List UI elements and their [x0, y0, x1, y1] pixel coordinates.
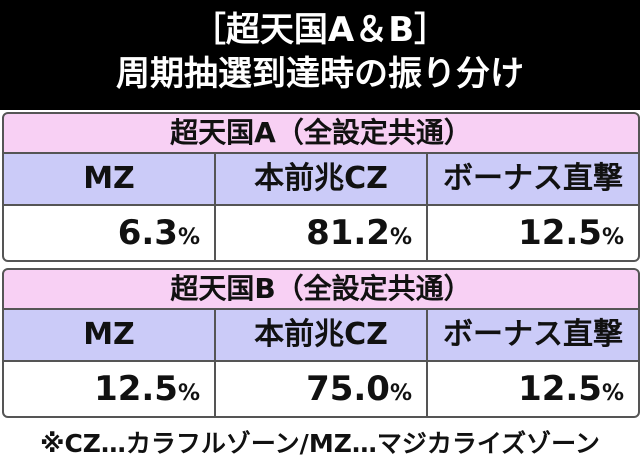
value: 12.5 [518, 369, 602, 409]
value: 81.2 [306, 213, 390, 253]
value-cell: 12.5% [4, 362, 214, 416]
value-row: 12.5% 75.0% 12.5% [4, 362, 638, 416]
column-header: ボーナス直撃 [428, 154, 638, 204]
table-title: 超天国B（全設定共通） [4, 270, 638, 308]
unit: % [389, 225, 412, 250]
value-cell: 12.5% [428, 206, 638, 260]
title: ［超天国A＆B］ [191, 10, 449, 50]
column-header: MZ [4, 154, 214, 204]
value-cell: 75.0% [216, 362, 426, 416]
value: 12.5 [94, 369, 178, 409]
unit: % [601, 225, 624, 250]
table: 超天国A（全設定共通） MZ 本前兆CZ ボーナス直撃 6.3% 81.2% 12.5% [2, 112, 640, 262]
value: 75.0 [306, 369, 390, 409]
value: 12.5 [518, 213, 602, 253]
value-row: 6.3% 81.2% 12.5% [4, 206, 638, 260]
table: 超天国B（全設定共通） MZ 本前兆CZ ボーナス直撃 12.5% 75.0% 12.5% [2, 268, 640, 418]
header: ［超天国A＆B］ 周期抽選到達時の振り分け [0, 0, 640, 110]
table-title: 超天国A（全設定共通） [4, 114, 638, 152]
unit: % [389, 381, 412, 406]
subtitle: 周期抽選到達時の振り分け [116, 54, 524, 94]
footnote: ※CZ…カラフルゾーン/MZ…マジカライズゾーン [40, 429, 600, 458]
column-header: 本前兆CZ [216, 310, 426, 360]
column-header: 本前兆CZ [216, 154, 426, 204]
column-header: ボーナス直撃 [428, 310, 638, 360]
header-row: MZ 本前兆CZ ボーナス直撃 [4, 154, 638, 204]
unit: % [177, 381, 200, 406]
column-header: MZ [4, 310, 214, 360]
value-cell: 81.2% [216, 206, 426, 260]
unit: % [601, 381, 624, 406]
value: 6.3 [117, 213, 178, 253]
value-cell: 12.5% [428, 362, 638, 416]
header-row: MZ 本前兆CZ ボーナス直撃 [4, 310, 638, 360]
unit: % [177, 225, 200, 250]
value-cell: 6.3% [4, 206, 214, 260]
